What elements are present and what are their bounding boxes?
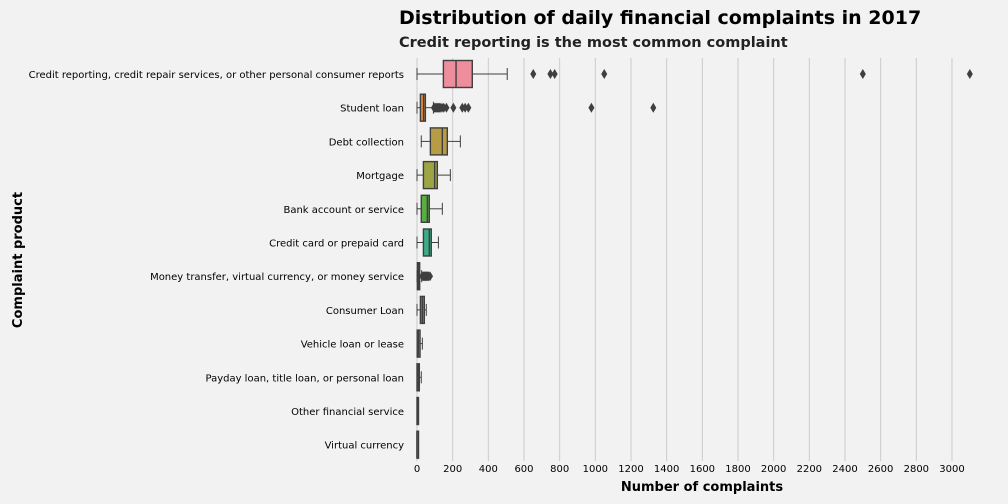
- y-tick-label: Money transfer, virtual currency, or mon…: [150, 272, 404, 283]
- outlier-point: [601, 69, 608, 79]
- outlier-point: [650, 102, 657, 113]
- box-group: [416, 329, 423, 358]
- x-tick-label: 2600: [868, 464, 893, 475]
- box-group: [416, 228, 439, 257]
- box-group: [416, 430, 420, 459]
- x-tick-label: 2400: [832, 464, 857, 475]
- box: [419, 93, 427, 122]
- x-tick-label: 2800: [904, 464, 929, 475]
- outlier-point: [450, 102, 457, 113]
- x-tick-label: 3000: [939, 464, 964, 475]
- y-tick-label: Student loan: [340, 104, 404, 115]
- chart-subtitle: Credit reporting is the most common comp…: [399, 35, 788, 51]
- outlier-point: [465, 102, 472, 113]
- y-tick-label: Consumer Loan: [326, 306, 404, 317]
- x-tick-label: 1800: [725, 464, 750, 475]
- x-tick-label: 1000: [583, 464, 608, 475]
- box: [422, 160, 439, 190]
- chart-title: Distribution of daily financial complain…: [399, 7, 921, 29]
- box-group: [416, 194, 443, 224]
- y-tick-label: Credit reporting, credit repair services…: [29, 70, 404, 81]
- box-group: [416, 93, 657, 122]
- x-tick-label: 0: [414, 464, 420, 475]
- y-tick-label: Virtual currency: [325, 441, 405, 452]
- y-tick-label: Vehicle loan or lease: [301, 340, 404, 351]
- outlier-point: [443, 102, 450, 113]
- x-tick-label: 800: [550, 464, 569, 475]
- y-tick-label: Credit card or prepaid card: [269, 239, 404, 250]
- x-tick-label: 2200: [797, 464, 822, 475]
- box-group: [416, 396, 420, 426]
- y-tick-label: Payday loan, title loan, or personal loa…: [205, 373, 404, 384]
- y-tick-label: Mortgage: [356, 171, 404, 182]
- outlier-point: [462, 102, 469, 113]
- box-group: [416, 160, 451, 190]
- x-axis-label: Number of complaints: [621, 480, 783, 495]
- x-tick-label: 1400: [654, 464, 679, 475]
- x-tick-label: 2000: [761, 464, 786, 475]
- outlier-point: [427, 271, 434, 282]
- outlier-point: [547, 69, 554, 79]
- outlier-point: [551, 69, 558, 79]
- y-axis-label: Complaint product: [11, 192, 26, 328]
- box: [442, 59, 473, 89]
- box-group: [416, 295, 427, 325]
- y-tick-label: Other financial service: [291, 407, 404, 418]
- box-group: [416, 262, 434, 291]
- y-tick-label: Bank account or service: [283, 205, 404, 216]
- x-tick-label: 1600: [690, 464, 715, 475]
- x-tick-label: 200: [443, 464, 462, 475]
- x-tick-label: 1200: [618, 464, 643, 475]
- box-group: [420, 127, 461, 156]
- y-tick-label: Debt collection: [329, 137, 404, 148]
- box-group: [416, 363, 422, 392]
- box: [422, 228, 432, 257]
- outlier-point: [859, 69, 866, 79]
- box: [420, 194, 431, 224]
- box: [429, 127, 449, 156]
- box-group: [416, 59, 973, 89]
- x-tick-label: 600: [514, 464, 533, 475]
- x-tick-label: 400: [479, 464, 498, 475]
- outlier-point: [530, 69, 537, 79]
- outlier-point: [588, 102, 595, 113]
- outlier-point: [966, 69, 973, 79]
